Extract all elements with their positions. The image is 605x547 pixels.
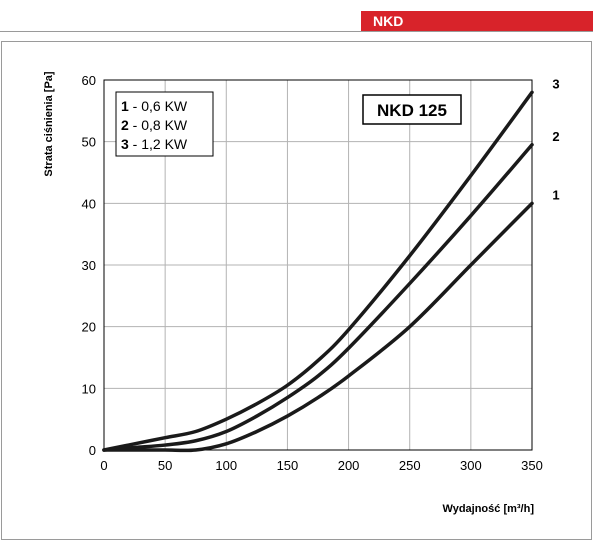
plot-area xyxy=(103,79,533,451)
x-tick-label: 350 xyxy=(521,458,543,473)
x-tick-label: 300 xyxy=(460,458,482,473)
x-axis-label: Wydajność [m³/h] xyxy=(443,503,535,515)
y-tick-labels: 0 10 20 30 40 50 60 xyxy=(82,73,96,458)
series-end-label-3: 3 xyxy=(552,76,559,91)
x-tick-label: 50 xyxy=(158,458,172,473)
series-line-1 xyxy=(102,201,534,453)
header-rule xyxy=(0,31,593,32)
series-end-label-2: 2 xyxy=(552,129,559,144)
x-tick-label: 100 xyxy=(215,458,237,473)
y-tick-label: 30 xyxy=(82,258,96,273)
series-line-2 xyxy=(102,143,534,452)
y-tick-label: 10 xyxy=(82,381,96,396)
title-frame xyxy=(362,94,462,125)
series-end-labels: 1 2 3 xyxy=(552,76,559,202)
chart-title: NKD 125 xyxy=(377,101,447,120)
legend-item-2: 2 - 0,8 KW xyxy=(121,117,188,133)
x-tick-label: 200 xyxy=(338,458,360,473)
product-badge-label: NKD xyxy=(373,13,404,29)
x-tick-label: 250 xyxy=(399,458,421,473)
y-axis-label: Strata ciśnienia [Pa] xyxy=(43,71,55,176)
legend: 1 - 0,6 KW 2 - 0,8 KW 3 - 1,2 KW xyxy=(115,91,214,157)
product-badge: NKD xyxy=(361,11,593,31)
x-tick-label: 150 xyxy=(277,458,299,473)
chart-frame xyxy=(1,41,592,540)
title-box: NKD 125 xyxy=(362,94,462,125)
series-line-3 xyxy=(102,90,534,452)
legend-item-3: 3 - 1,2 KW xyxy=(121,136,188,152)
x-tick-labels: 0 50 100 150 200 250 300 350 xyxy=(100,458,542,473)
x-tick-label: 0 xyxy=(100,458,107,473)
legend-box xyxy=(115,91,214,157)
y-tick-label: 50 xyxy=(82,135,96,150)
series-end-label-1: 1 xyxy=(552,187,559,202)
y-tick-label: 20 xyxy=(82,320,96,335)
series-lines xyxy=(102,90,534,453)
y-tick-label: 60 xyxy=(82,73,96,88)
legend-item-1: 1 - 0,6 KW xyxy=(121,98,188,114)
y-tick-label: 40 xyxy=(82,196,96,211)
y-tick-label: 0 xyxy=(89,443,96,458)
